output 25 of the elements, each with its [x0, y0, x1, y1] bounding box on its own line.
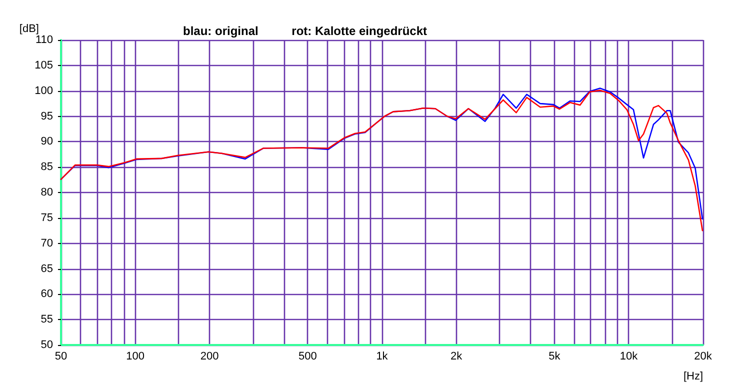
x-tick-label: 5k: [548, 350, 561, 362]
x-tick-label: 10k: [620, 350, 638, 362]
x-tick-label: 2k: [450, 350, 463, 362]
x-tick-label: 50: [54, 350, 68, 362]
y-tick-label: 95: [40, 110, 53, 122]
y-tick-label: 80: [40, 186, 53, 198]
x-tick-label: 100: [126, 350, 144, 362]
y-tick-label: 100: [34, 84, 53, 97]
y-tick-label: 90: [40, 136, 53, 148]
x-tick-label: 500: [298, 350, 317, 362]
y-tick-label: 55: [40, 314, 53, 326]
y-tick-label: 75: [40, 212, 53, 224]
x-tick-label: 200: [200, 350, 219, 362]
x-tick-label: 20k: [694, 350, 712, 362]
y-tick-label: 65: [40, 262, 53, 275]
y-tick-label: 85: [40, 161, 53, 174]
y-tick-label: 60: [40, 288, 53, 300]
y-tick-label: 105: [34, 59, 53, 72]
x-axis-title: [Hz]: [683, 370, 703, 382]
y-tick-label: 110: [35, 34, 53, 46]
y-tick-label: 70: [40, 237, 53, 250]
chart-subtitle: blau: original rot: Kalotte eingedrückt: [183, 24, 428, 38]
x-tick-label: 1k: [376, 350, 388, 362]
y-tick-label: 50: [40, 339, 53, 351]
y-axis-title: [dB]: [19, 23, 39, 36]
